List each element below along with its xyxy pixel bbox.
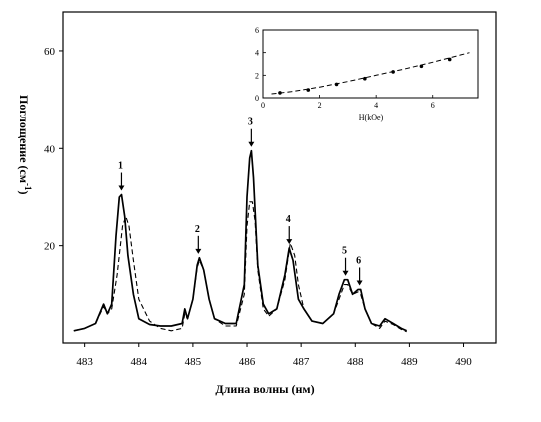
peak-arrow-head xyxy=(342,270,349,276)
peak-annotations: 1 2 3 4 56 xyxy=(118,117,363,286)
x-tick-label: 490 xyxy=(455,356,472,368)
inset-data-point xyxy=(278,91,282,95)
inset-data-point xyxy=(363,76,367,81)
peak-arrow-head xyxy=(248,141,255,147)
inset-data-point xyxy=(419,64,424,69)
x-tick-label: 484 xyxy=(131,356,148,368)
y-tick-label: 60 xyxy=(44,46,56,58)
y-tick-label: 20 xyxy=(44,241,56,253)
x-tick-label: 486 xyxy=(239,356,256,368)
x-tick-label: 488 xyxy=(347,356,364,368)
inset-x-axis-title: H(kOe) xyxy=(359,113,384,122)
inset-data-point xyxy=(306,88,311,92)
series-dashed-line xyxy=(73,201,407,333)
inset-data-point xyxy=(334,82,339,87)
inset-points xyxy=(278,57,452,95)
peak-label: 1 xyxy=(118,161,123,172)
inset-x-tick-label: 0 xyxy=(261,101,265,110)
peak-arrow-head xyxy=(286,239,293,245)
peak-label: 6 xyxy=(356,255,361,266)
inset-x-tick-label: 2 xyxy=(318,101,322,110)
x-tick-label: 489 xyxy=(401,356,418,368)
y-axis-ticks: 20 40 60 xyxy=(44,46,63,253)
peak-arrow-head xyxy=(195,248,202,254)
x-tick-label: 483 xyxy=(76,356,93,368)
inset-chart: 0 2 4 6 0 2 4 6 H(kOe) xyxy=(255,26,479,122)
inset-axis-ticks: 0 2 4 6 0 2 4 6 xyxy=(255,26,435,110)
x-tick-label: 485 xyxy=(185,356,202,368)
peak-arrow-head xyxy=(356,280,363,286)
series-layer xyxy=(73,149,408,333)
y-axis-title-group: Поглощение (см-1) xyxy=(17,95,33,195)
inset-y-tick-label: 4 xyxy=(255,49,259,58)
inset-y-tick-label: 6 xyxy=(255,26,259,35)
series-solid-line xyxy=(73,149,408,332)
inset-y-tick-label: 2 xyxy=(255,71,259,80)
peak-arrow-head xyxy=(118,185,125,191)
inset-data-point xyxy=(391,70,395,74)
peak-label: 2 xyxy=(195,224,200,235)
inset-frame xyxy=(262,29,479,99)
plot-frame xyxy=(62,11,497,344)
inset-data-point xyxy=(447,57,452,62)
inset-fit-curve xyxy=(271,52,470,95)
y-tick-label: 40 xyxy=(44,143,56,155)
y-axis-title: Поглощение (см-1) xyxy=(17,95,33,195)
inset-y-tick-label: 0 xyxy=(255,94,259,103)
x-tick-label: 487 xyxy=(293,356,310,368)
peak-label: 4 xyxy=(286,214,291,225)
x-axis-ticks: 483 484 485 486 487 488 489 490 xyxy=(76,343,472,368)
inset-x-tick-label: 6 xyxy=(431,101,435,110)
inset-x-tick-label: 4 xyxy=(374,101,378,110)
peak-label: 3 xyxy=(248,117,253,128)
peak-label: 5 xyxy=(342,246,347,257)
x-axis-title: Длина волны (нм) xyxy=(215,382,314,396)
